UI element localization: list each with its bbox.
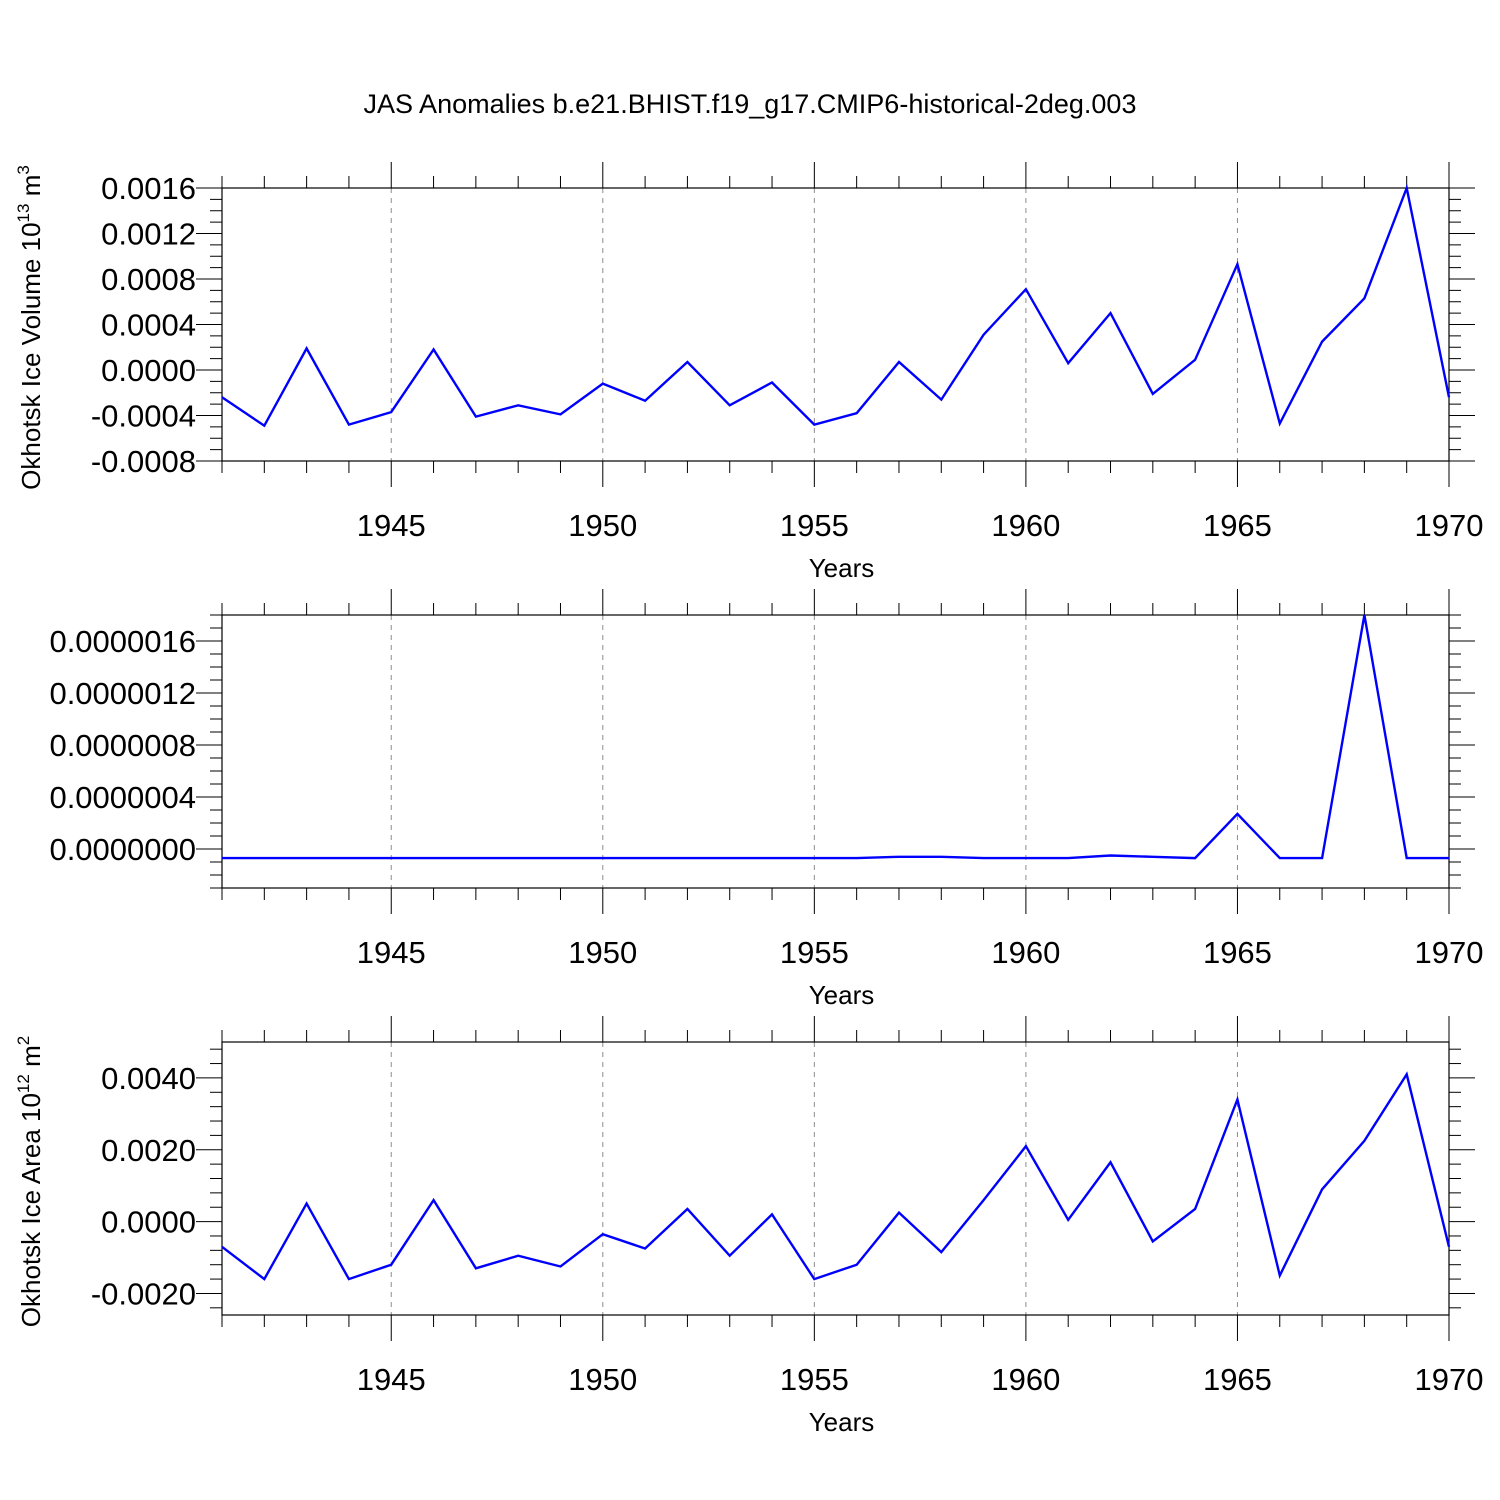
x-tick-label: 1955 — [780, 1362, 849, 1397]
y-axis-title-text: Okhotsk Ice Area 10 — [16, 1093, 46, 1327]
x-axis-title: Years — [809, 553, 875, 583]
x-axis-title: Years — [809, 1407, 875, 1437]
y-tick-label: 0.0000000 — [49, 832, 196, 867]
y-tick-label: 0.0040 — [101, 1061, 196, 1096]
x-tick-label: 1960 — [991, 1362, 1060, 1397]
x-tick-label: 1965 — [1203, 935, 1272, 970]
x-tick-label: 1960 — [991, 935, 1060, 970]
series-line — [221, 1071, 1451, 1281]
plot-frame — [221, 614, 1450, 889]
x-tick-label: 1960 — [991, 508, 1060, 543]
y-tick-label: 0.0004 — [101, 308, 196, 343]
panels: 1945 1950 1955 1960 1965 1970 Years -0.0008 -0.0… — [14, 162, 1483, 1437]
x-tick-label: 1955 — [780, 508, 849, 543]
panel-1: 1945 1950 1955 1960 1965 1970 Years -0.0008 -0.0… — [14, 162, 1483, 583]
y-tick-label: 0.0000 — [101, 353, 196, 388]
y-axis-title-unit: m — [16, 175, 46, 204]
x-tick-label: 1950 — [568, 508, 637, 543]
y-axis-title: Okhotsk Ice Area 1012 m2 — [14, 1036, 46, 1327]
y-tick-label: 0.0016 — [101, 171, 196, 206]
y-axis-title-exponent: 12 — [14, 1074, 33, 1093]
y-tick-label: 0.0000008 — [49, 728, 196, 763]
x-tick-label: 1970 — [1415, 935, 1484, 970]
x-tick-label: 1950 — [568, 935, 637, 970]
x-tick-label: 1945 — [357, 1362, 426, 1397]
y-axis-title: Okhotsk Ice Volume 1013 m3 — [14, 165, 46, 490]
x-tick-label: 1965 — [1203, 1362, 1272, 1397]
y-tick-label: -0.0020 — [91, 1276, 196, 1311]
y-tick-label: -0.0008 — [91, 444, 196, 479]
y-tick-label: 0.0000 — [101, 1205, 196, 1240]
x-axis-title: Years — [809, 980, 875, 1010]
y-axis-title-unit-exponent: 2 — [14, 1036, 33, 1045]
y-axis-title-text: Okhotsk Ice Volume 10 — [16, 222, 46, 489]
series-line — [221, 183, 1451, 428]
x-tick-label: 1945 — [357, 508, 426, 543]
x-tick-label: 1945 — [357, 935, 426, 970]
y-tick-label: 0.0000004 — [49, 780, 196, 815]
x-tick-label: 1970 — [1415, 1362, 1484, 1397]
x-tick-label: 1965 — [1203, 508, 1272, 543]
y-axis-title-unit-exponent: 3 — [14, 165, 33, 174]
y-tick-label: -0.0004 — [91, 399, 196, 434]
y-tick-label: 0.0000016 — [49, 624, 196, 659]
x-tick-label: 1955 — [780, 935, 849, 970]
y-axis-title-exponent: 13 — [14, 204, 33, 223]
y-tick-label: 0.0008 — [101, 262, 196, 297]
x-tick-label: 1950 — [568, 1362, 637, 1397]
plot-frame — [221, 1041, 1450, 1316]
figure-title: JAS Anomalies b.e21.BHIST.f19_g17.CMIP6-… — [364, 89, 1137, 119]
panel-2: 1945 1950 1955 1960 1965 1970 Years 0.0000000 0.… — [49, 589, 1483, 1010]
series-line — [222, 614, 1449, 860]
y-tick-label: 0.0012 — [101, 217, 196, 252]
y-tick-label: 0.0000012 — [49, 676, 196, 711]
y-axis-title-unit: m — [16, 1045, 46, 1074]
panel-3: 1945 1950 1955 1960 1965 1970 Years -0.0020 0.00… — [14, 1016, 1483, 1437]
x-tick-label: 1970 — [1415, 508, 1484, 543]
y-tick-label: 0.0020 — [101, 1133, 196, 1168]
